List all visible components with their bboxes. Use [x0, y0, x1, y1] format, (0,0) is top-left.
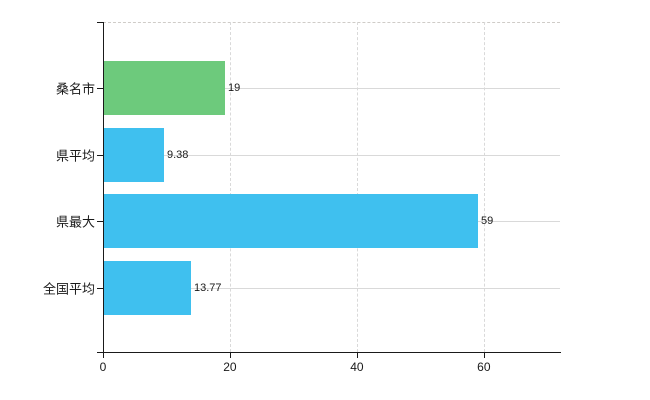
- x-axis-tick: [356, 353, 358, 358]
- y-axis-tick: [97, 221, 103, 223]
- y-axis-tick: [97, 352, 103, 353]
- y-axis-tick: [97, 22, 103, 23]
- x-axis-tick: [229, 353, 231, 358]
- y-axis-tick: [97, 154, 103, 156]
- value-label: 13.77: [194, 282, 222, 295]
- x-tick-label: 20: [223, 360, 237, 374]
- category-gridline: [104, 88, 560, 89]
- x-tick-label: 60: [477, 360, 491, 374]
- y-axis-tick: [97, 88, 103, 89]
- x-axis-line: [103, 352, 561, 353]
- plot-top-border: [103, 22, 560, 23]
- y-axis-line: [103, 22, 104, 353]
- y-axis-tick: [97, 288, 103, 290]
- category-gridline: [104, 154, 560, 156]
- category-gridline: [104, 288, 560, 290]
- value-label: 19: [228, 82, 241, 94]
- data-bar: [104, 127, 164, 182]
- data-bar: [104, 61, 225, 115]
- x-gridline: [483, 22, 485, 352]
- data-bar: [104, 261, 191, 316]
- value-label: 9.38: [167, 148, 189, 161]
- x-axis-tick: [483, 353, 485, 358]
- x-tick-label: 0: [99, 360, 107, 374]
- value-label: 59: [481, 215, 494, 228]
- x-tick-label: 40: [350, 360, 364, 374]
- category-label: 全国平均: [42, 281, 95, 297]
- x-axis-tick: [103, 353, 104, 358]
- x-gridline: [229, 22, 231, 352]
- x-gridline: [356, 22, 358, 352]
- data-bar: [104, 194, 478, 249]
- category-label: 桑名市: [55, 81, 95, 97]
- category-label: 県平均: [55, 148, 95, 164]
- category-label: 県最大: [55, 214, 95, 230]
